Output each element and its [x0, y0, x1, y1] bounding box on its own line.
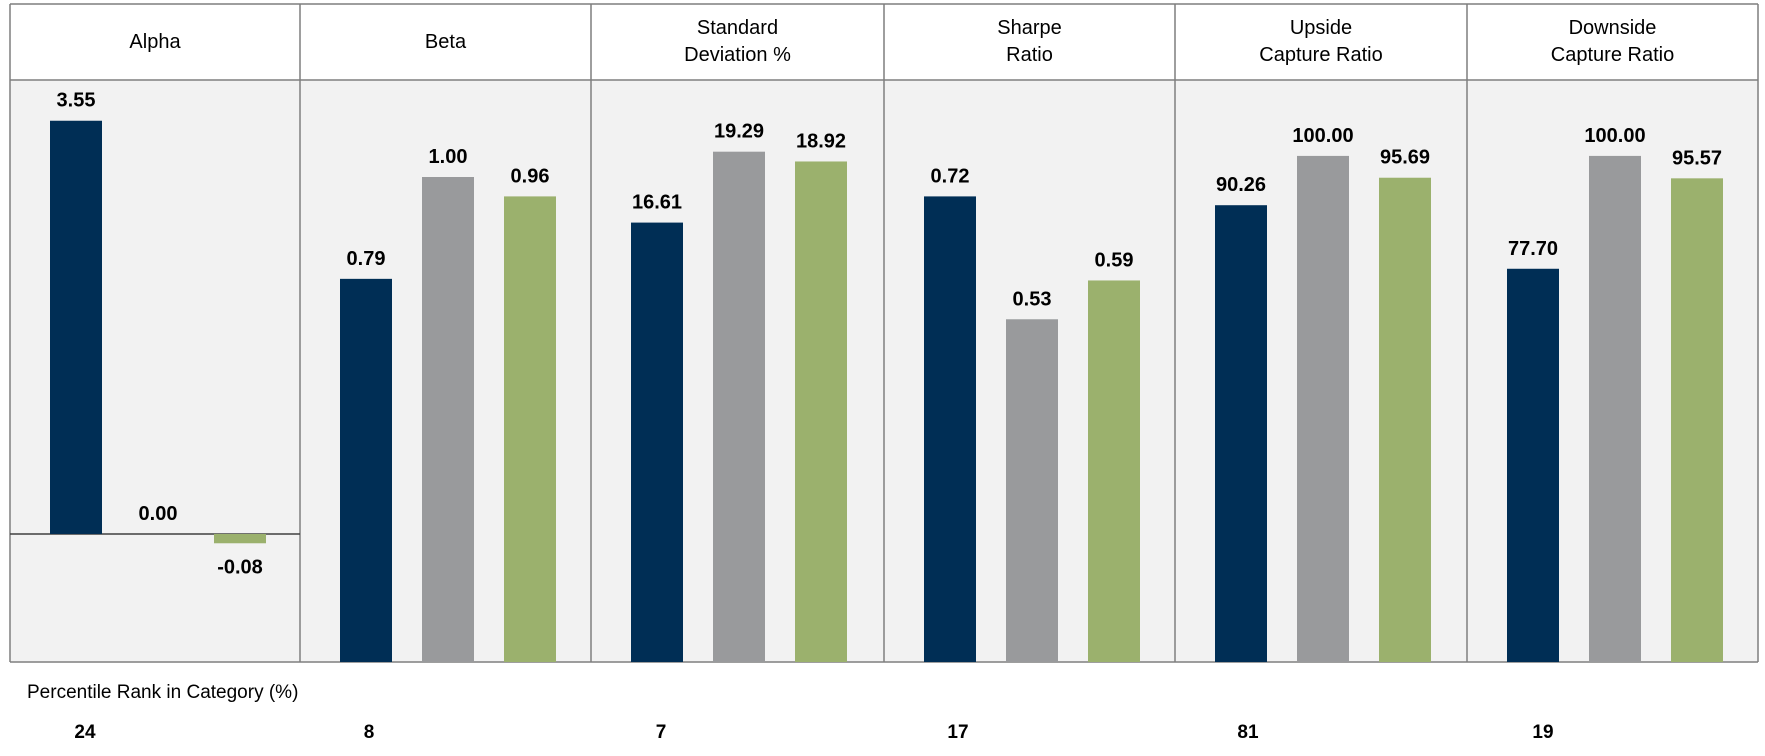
bar-value-label: 90.26	[1216, 174, 1266, 196]
percentile-value: 17	[947, 722, 969, 743]
bar-value-label: 100.00	[1584, 125, 1645, 147]
bar-value-label: 0.53	[1013, 288, 1052, 310]
bar	[1088, 280, 1140, 662]
bar-value-label: 1.00	[429, 146, 468, 168]
percentile-value: 19	[1532, 722, 1554, 743]
bar	[1379, 177, 1431, 662]
bar	[504, 196, 556, 662]
percentile-value: 81	[1237, 722, 1259, 743]
column-header: Downside Capture Ratio	[1550, 17, 1675, 66]
bar-value-label: 19.29	[714, 121, 764, 143]
bar-value-label: 95.57	[1672, 147, 1722, 169]
bar	[1006, 319, 1058, 662]
bar-value-label: 18.92	[796, 130, 846, 152]
bar	[1297, 155, 1349, 663]
bar-value-label: 3.55	[57, 90, 96, 112]
bar	[422, 177, 474, 662]
column-header: Beta	[424, 30, 467, 53]
column-header: Upside Capture Ratio	[1259, 17, 1383, 66]
column-header: Sharpe Ratio	[997, 17, 1062, 66]
bar-value-label: 95.69	[1380, 147, 1430, 169]
bar-value-label: 0.79	[347, 248, 386, 270]
percentile-title: Percentile Rank in Category (%)	[27, 682, 299, 703]
column-header: Standard Deviation %	[684, 17, 791, 66]
percentile-value: 8	[363, 722, 375, 743]
bar	[795, 161, 847, 663]
bar	[713, 151, 765, 662]
bar-value-label: 0.59	[1095, 249, 1134, 271]
bar	[1589, 155, 1641, 663]
bar	[1507, 268, 1559, 662]
bar-value-label: 100.00	[1292, 125, 1353, 147]
bar-value-label: 77.70	[1508, 238, 1558, 260]
column-header: Alpha	[129, 30, 181, 53]
bar	[1671, 178, 1723, 662]
bar-value-label: 16.61	[632, 192, 682, 214]
bar-value-label: 0.00	[139, 503, 178, 525]
bar	[1215, 205, 1267, 662]
bar	[631, 222, 683, 662]
bar	[50, 120, 102, 534]
percentile-value: 24	[74, 722, 96, 743]
bar-value-label: 0.72	[931, 165, 970, 187]
percentile-value: 7	[655, 722, 667, 743]
bar-value-label: -0.08	[217, 556, 263, 578]
bar-value-label: 0.96	[511, 165, 550, 187]
bar	[340, 278, 392, 662]
bar	[924, 196, 976, 662]
bar	[214, 533, 266, 544]
